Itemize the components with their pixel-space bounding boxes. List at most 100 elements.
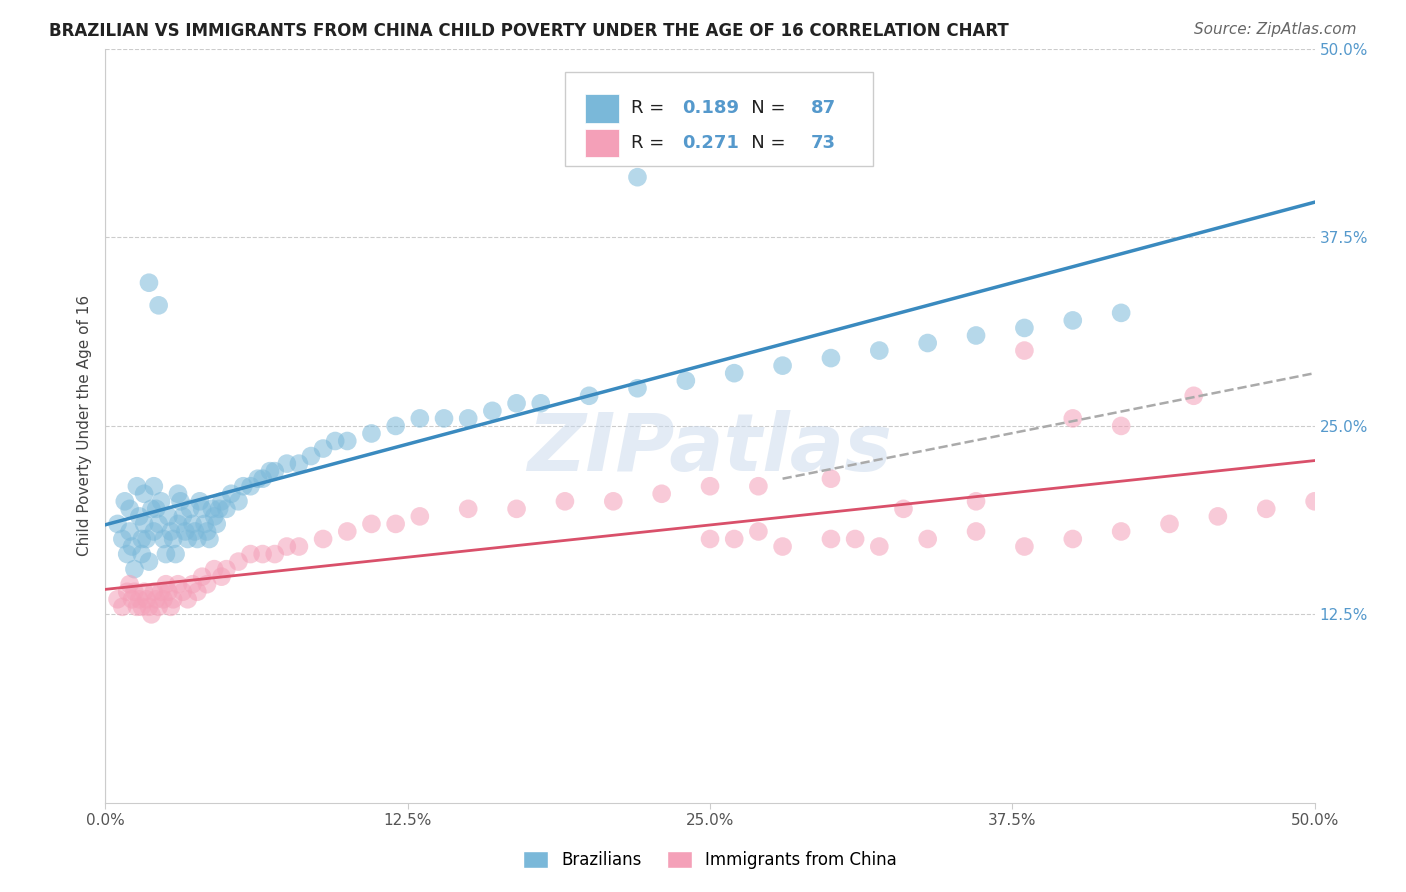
Point (205, 516, 228, 531)
Point (179, 501, 201, 516)
Point (1159, 516, 1181, 531)
Point (165, 547, 187, 561)
Point (131, 532, 153, 546)
Point (176, 532, 198, 546)
Point (505, 396, 527, 410)
Point (118, 577, 141, 591)
Text: 0.271: 0.271 (682, 134, 740, 152)
Point (312, 442, 335, 456)
Point (150, 494, 173, 508)
Point (167, 516, 190, 531)
Point (481, 404, 503, 418)
Point (191, 501, 214, 516)
Point (107, 516, 129, 531)
Bar (585, 128, 620, 157)
Point (844, 532, 866, 546)
Point (115, 547, 138, 561)
Point (148, 298, 170, 312)
Point (288, 540, 311, 554)
Point (162, 592, 184, 607)
Point (155, 577, 177, 591)
Point (150, 584, 173, 599)
Point (723, 532, 745, 546)
Text: 73: 73 (810, 134, 835, 152)
Text: ZIPatlas: ZIPatlas (527, 409, 893, 488)
Point (384, 419, 406, 434)
Point (111, 599, 134, 614)
Point (505, 501, 527, 516)
Point (965, 494, 987, 508)
Point (723, 366, 745, 380)
Point (174, 524, 197, 539)
Point (141, 501, 163, 516)
Point (299, 449, 322, 463)
Point (323, 434, 346, 448)
Point (186, 584, 208, 599)
Point (312, 532, 335, 546)
Text: N =: N = (734, 134, 792, 152)
Point (138, 599, 160, 614)
Point (239, 547, 262, 561)
Point (124, 584, 146, 599)
Point (157, 584, 180, 599)
Point (1062, 532, 1084, 546)
Point (219, 487, 242, 501)
Point (1014, 343, 1036, 358)
Point (107, 592, 129, 607)
Text: 0.189: 0.189 (682, 99, 740, 118)
Point (131, 547, 153, 561)
Point (1062, 313, 1084, 327)
Point (118, 524, 141, 539)
Point (336, 434, 359, 448)
Point (433, 411, 456, 425)
Point (188, 494, 211, 508)
Point (215, 562, 238, 576)
Point (820, 351, 842, 365)
Point (152, 532, 174, 546)
Point (868, 540, 890, 554)
Point (202, 509, 225, 524)
Point (131, 599, 153, 614)
Point (215, 501, 238, 516)
Point (167, 577, 190, 591)
Point (181, 577, 204, 591)
Point (820, 472, 842, 486)
Point (578, 389, 600, 403)
Point (699, 532, 721, 546)
Point (134, 584, 156, 599)
Point (128, 509, 150, 524)
Point (145, 592, 167, 607)
Point (530, 396, 553, 410)
Point (675, 374, 697, 388)
Point (142, 479, 165, 493)
Point (121, 540, 143, 554)
Point (172, 509, 194, 524)
Point (1014, 540, 1036, 554)
Point (1182, 389, 1205, 403)
Point (159, 524, 181, 539)
Point (167, 487, 190, 501)
Legend: Brazilians, Immigrants from China: Brazilians, Immigrants from China (515, 843, 905, 878)
Point (917, 532, 939, 546)
Point (259, 464, 281, 478)
Point (1109, 306, 1132, 320)
Point (1014, 321, 1036, 335)
Point (135, 532, 157, 546)
Point (360, 516, 382, 531)
Point (195, 524, 218, 539)
Point (893, 501, 915, 516)
Point (772, 540, 794, 554)
Point (1206, 509, 1229, 524)
Point (155, 547, 177, 561)
Point (965, 524, 987, 539)
Point (228, 494, 250, 508)
Point (125, 599, 148, 614)
Point (172, 584, 194, 599)
Point (263, 464, 285, 478)
Point (228, 555, 250, 569)
Point (121, 592, 143, 607)
Y-axis label: Child Poverty Under the Age of 16: Child Poverty Under the Age of 16 (77, 295, 93, 557)
FancyBboxPatch shape (565, 71, 873, 166)
Point (239, 479, 262, 493)
Point (211, 570, 233, 584)
